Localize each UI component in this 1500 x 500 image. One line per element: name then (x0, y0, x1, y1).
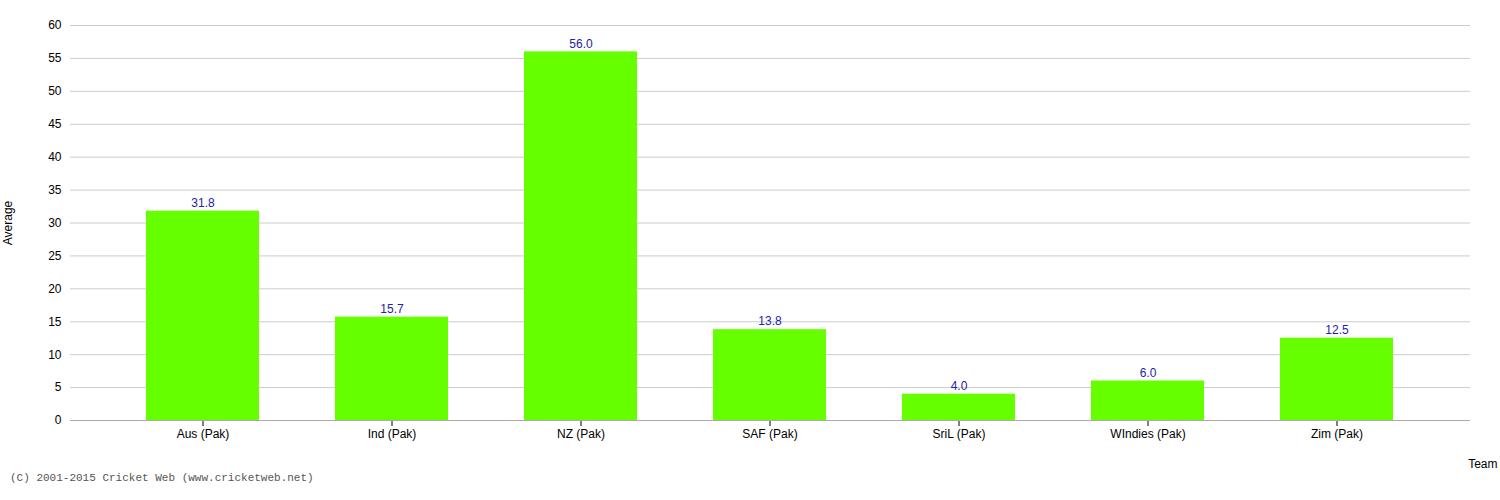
svg-text:20: 20 (48, 282, 62, 296)
svg-text:12.5: 12.5 (1325, 323, 1349, 337)
svg-text:10: 10 (48, 348, 62, 362)
svg-text:56.0: 56.0 (569, 37, 593, 51)
svg-text:Team: Team (1468, 457, 1497, 471)
svg-text:Ind (Pak): Ind (Pak) (368, 427, 417, 441)
svg-text:60: 60 (48, 18, 62, 32)
svg-text:30: 30 (48, 216, 62, 230)
svg-text:SriL (Pak): SriL (Pak) (933, 427, 986, 441)
svg-text:45: 45 (48, 117, 62, 131)
svg-text:35: 35 (48, 183, 62, 197)
svg-text:15.7: 15.7 (380, 302, 404, 316)
svg-text:25: 25 (48, 249, 62, 263)
svg-text:6.0: 6.0 (1140, 366, 1157, 380)
svg-text:WIndies (Pak): WIndies (Pak) (1110, 427, 1185, 441)
svg-text:40: 40 (48, 150, 62, 164)
svg-text:50: 50 (48, 84, 62, 98)
svg-text:31.8: 31.8 (191, 196, 215, 210)
svg-text:SAF (Pak): SAF (Pak) (742, 427, 797, 441)
svg-text:5: 5 (55, 380, 62, 394)
svg-text:0: 0 (55, 413, 62, 427)
svg-text:Average: Average (1, 200, 15, 245)
svg-text:55: 55 (48, 51, 62, 65)
svg-text:15: 15 (48, 315, 62, 329)
svg-text:13.8: 13.8 (758, 314, 782, 328)
html-text:(C) 2001-2015 Cricket Web (www: (C) 2001-2015 Cricket Web (www.cricketwe… (10, 472, 314, 484)
svg-text:Aus (Pak): Aus (Pak) (177, 427, 230, 441)
svg-text:NZ (Pak): NZ (Pak) (557, 427, 605, 441)
svg-text:4.0: 4.0 (951, 379, 968, 393)
svg-text:Zim (Pak): Zim (Pak) (1311, 427, 1363, 441)
